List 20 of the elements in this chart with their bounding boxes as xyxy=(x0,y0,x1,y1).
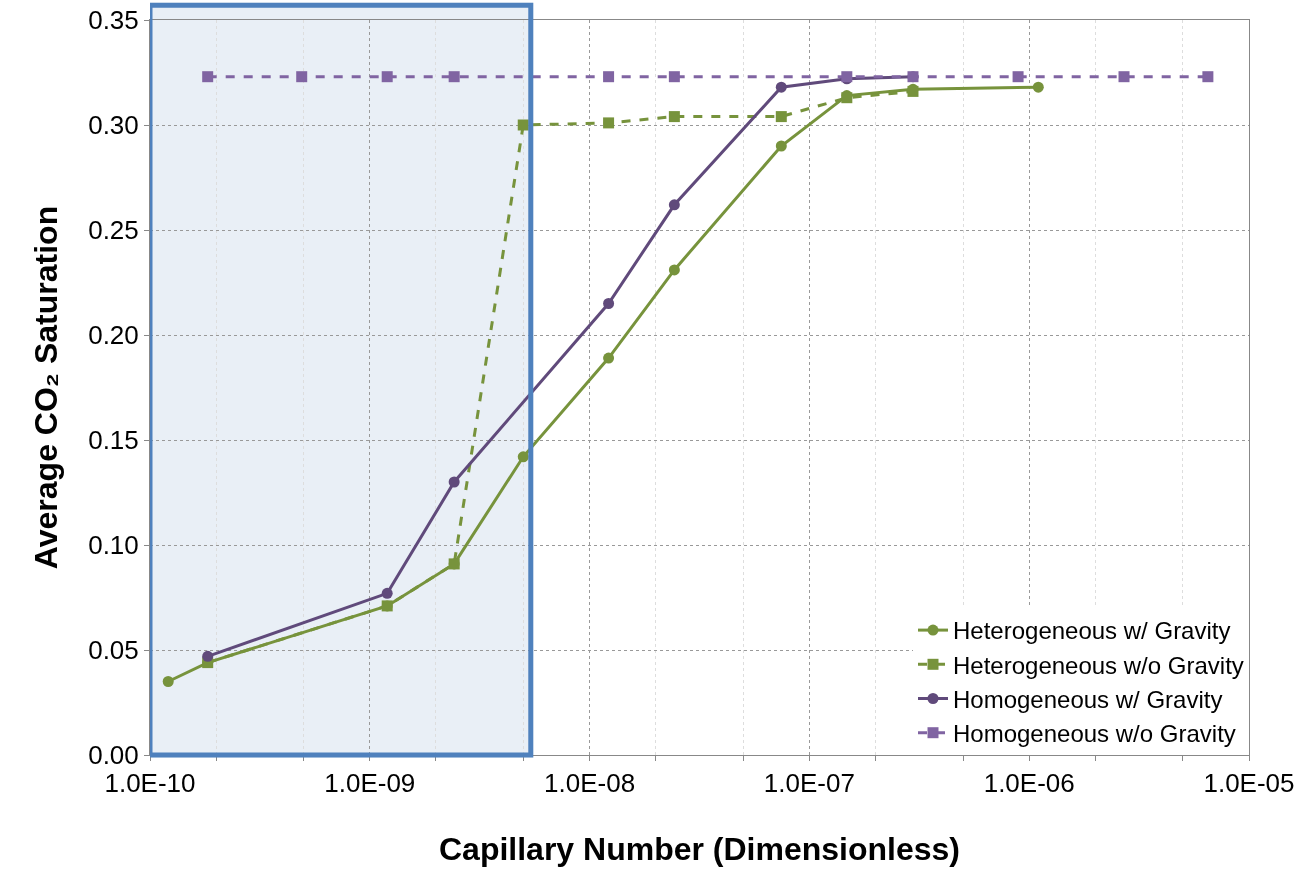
y-tick-label: 0.35 xyxy=(88,5,139,36)
y-axis-title: Average CO₂ Saturation xyxy=(28,205,65,570)
legend-label: Heterogeneous w/ Gravity xyxy=(953,617,1231,645)
x-tick-label: 1.0E-09 xyxy=(324,768,416,799)
y-tick-label: 0.15 xyxy=(88,425,139,456)
y-tick-label: 0.20 xyxy=(88,320,139,351)
x-tick-label: 1.0E-06 xyxy=(983,768,1075,799)
x-axis-title: Capillary Number (Dimensionless) xyxy=(438,831,961,868)
y-tick-label: 0.10 xyxy=(88,530,139,561)
x-tick-label: 1.0E-08 xyxy=(544,768,636,799)
legend-label: Homogeneous w/ Gravity xyxy=(953,685,1223,713)
x-tick-label: 1.0E-10 xyxy=(104,768,196,799)
x-tick-label: 1.0E-07 xyxy=(763,768,855,799)
y-tick-label: 0.05 xyxy=(88,635,139,666)
y-tick-label: 0.25 xyxy=(88,215,139,246)
x-tick-label: 1.0E-05 xyxy=(1203,768,1295,799)
y-tick-label: 0.00 xyxy=(88,740,139,771)
legend-label: Homogeneous w/o Gravity xyxy=(953,720,1236,748)
y-tick-label: 0.30 xyxy=(88,110,139,141)
legend-label: Heterogeneous w/o Gravity xyxy=(953,651,1244,679)
